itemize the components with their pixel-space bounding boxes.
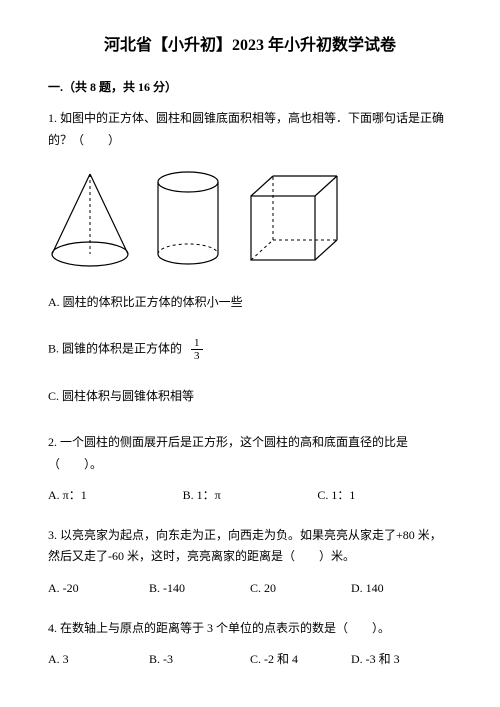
- cylinder-shape: [153, 168, 223, 268]
- q4-option-b: B. -3: [149, 649, 250, 671]
- question-3-text: 3. 以亮亮家为起点，向东走为正，向西走为负。如果亮亮从家走了+80 米，然后又…: [48, 525, 452, 568]
- q2-option-c: C. 1：1: [317, 485, 452, 507]
- q3-option-d: D. 140: [351, 578, 452, 600]
- shapes-row: [48, 168, 452, 268]
- q3-option-a: A. -20: [48, 578, 149, 600]
- fraction-denominator: 3: [191, 350, 203, 362]
- exam-title: 河北省【小升初】2023 年小升初数学试卷: [48, 32, 452, 61]
- q1-option-c: C. 圆柱体积与圆锥体积相等: [48, 386, 452, 408]
- q3-options: A. -20 B. -140 C. 20 D. 140: [48, 578, 452, 600]
- cone-shape: [48, 168, 133, 268]
- cube-shape: [243, 168, 343, 268]
- question-3: 3. 以亮亮家为起点，向东走为正，向西走为负。如果亮亮从家走了+80 米，然后又…: [48, 525, 452, 600]
- q4-option-d: D. -3 和 3: [351, 649, 452, 671]
- q3-option-b: B. -140: [149, 578, 250, 600]
- q1-option-b-prefix: B. 圆锥的体积是正方体的: [48, 342, 182, 356]
- question-2-text: 2. 一个圆柱的侧面展开后是正方形，这个圆柱的高和底面直径的比是（ ）。: [48, 432, 452, 475]
- question-4-text: 4. 在数轴上与原点的距离等于 3 个单位的点表示的数是（ ）。: [48, 618, 452, 640]
- q3-option-c: C. 20: [250, 578, 351, 600]
- q4-option-a: A. 3: [48, 649, 149, 671]
- q4-option-c: C. -2 和 4: [250, 649, 351, 671]
- q2-options: A. π：1 B. 1：π C. 1：1: [48, 485, 452, 507]
- question-1: 1. 如图中的正方体、圆柱和圆锥底面积相等，高也相等．下面哪句话是正确的？（ ）: [48, 108, 452, 408]
- q2-option-b: B. 1：π: [183, 485, 318, 507]
- q4-options: A. 3 B. -3 C. -2 和 4 D. -3 和 3: [48, 649, 452, 671]
- fraction-numerator: 1: [191, 337, 203, 350]
- q1-option-a: A. 圆柱的体积比正方体的体积小一些: [48, 292, 452, 314]
- fraction-icon: 1 3: [191, 337, 203, 362]
- question-2: 2. 一个圆柱的侧面展开后是正方形，这个圆柱的高和底面直径的比是（ ）。 A. …: [48, 432, 452, 507]
- q1-option-b: B. 圆锥的体积是正方体的 1 3: [48, 337, 452, 362]
- question-4: 4. 在数轴上与原点的距离等于 3 个单位的点表示的数是（ ）。 A. 3 B.…: [48, 618, 452, 671]
- question-1-text: 1. 如图中的正方体、圆柱和圆锥底面积相等，高也相等．下面哪句话是正确的？（ ）: [48, 108, 452, 151]
- section-header: 一.（共 8 题，共 16 分）: [48, 77, 452, 99]
- q2-option-a: A. π：1: [48, 485, 183, 507]
